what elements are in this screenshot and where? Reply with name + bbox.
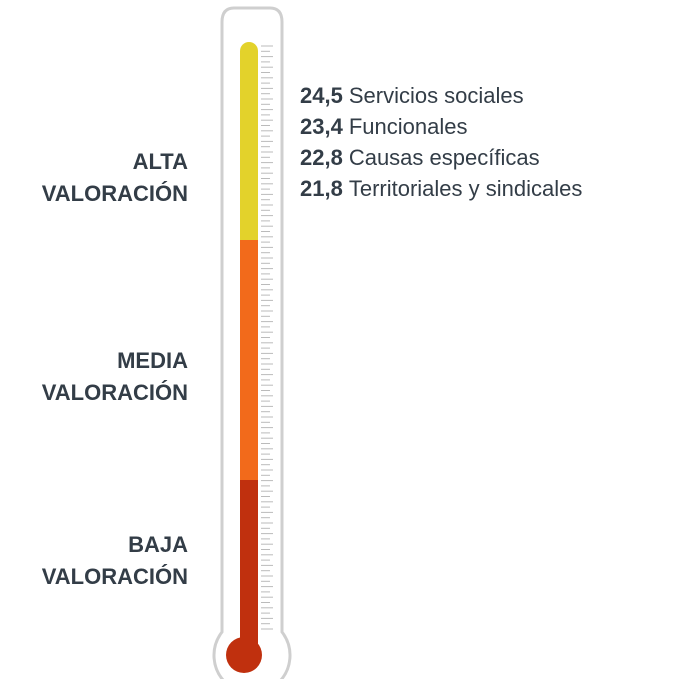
thermometer [212, 6, 292, 679]
zone-label: MEDIA [117, 348, 188, 373]
bulb [226, 637, 262, 673]
value-item: 21,8 Territoriales y sindicales [300, 176, 582, 201]
item-value: 23,4 [300, 114, 344, 139]
value-item: 24,5 Servicios sociales [300, 83, 524, 108]
item-label: Funcionales [349, 114, 468, 139]
zone-label: BAJA [128, 532, 188, 557]
item-label: Causas específicas [349, 145, 540, 170]
zone-label: VALORACIÓN [42, 564, 188, 589]
zone-labels: ALTA VALORACIÓN MEDIA VALORACIÓN BAJA VALORAC… [42, 149, 188, 589]
item-value: 22,8 [300, 145, 343, 170]
zone-label: ALTA [133, 149, 188, 174]
fill-medium [240, 240, 258, 480]
fill-high [240, 52, 258, 240]
item-value: 24,5 [300, 83, 343, 108]
scale-ticks [261, 45, 273, 630]
item-value: 21,8 [300, 176, 343, 201]
value-item: 22,8 Causas específicas [300, 145, 540, 170]
item-label: Servicios sociales [349, 83, 524, 108]
zone-label: VALORACIÓN [42, 181, 188, 206]
fill-low [240, 480, 258, 645]
item-label: Territoriales y sindicales [349, 176, 583, 201]
value-item: 23,4 Funcionales [300, 114, 467, 139]
zone-label: VALORACIÓN [42, 380, 188, 405]
